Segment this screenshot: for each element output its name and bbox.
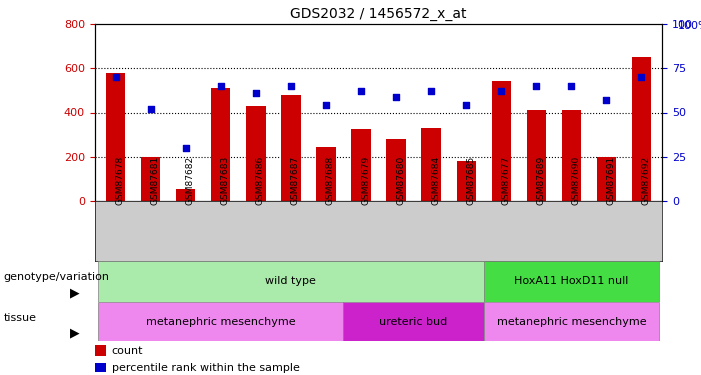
Text: count: count: [111, 346, 143, 356]
Point: [426, 88, 437, 94]
Text: GSM87689: GSM87689: [536, 156, 545, 206]
Point: [215, 83, 226, 89]
Bar: [316, 147, 336, 201]
Point: [355, 88, 367, 94]
Point: [461, 102, 472, 108]
Text: GSM87682: GSM87682: [186, 156, 195, 206]
Text: GSM87678: GSM87678: [116, 156, 125, 206]
Text: GSM87687: GSM87687: [291, 156, 300, 206]
Point: [496, 88, 507, 94]
Point: [110, 74, 121, 80]
Text: genotype/variation: genotype/variation: [4, 273, 109, 282]
Text: GSM87691: GSM87691: [606, 156, 615, 206]
Point: [636, 74, 647, 80]
Text: GSM87688: GSM87688: [326, 156, 335, 206]
Point: [320, 102, 332, 108]
Bar: [98, 261, 484, 302]
Point: [250, 90, 261, 96]
Title: GDS2032 / 1456572_x_at: GDS2032 / 1456572_x_at: [290, 7, 467, 21]
Bar: [386, 139, 406, 201]
Bar: [95, 345, 106, 356]
Bar: [456, 161, 476, 201]
Point: [180, 145, 191, 151]
Bar: [421, 128, 441, 201]
Text: GSM87686: GSM87686: [256, 156, 265, 206]
Bar: [343, 302, 484, 341]
Text: GSM87690: GSM87690: [571, 156, 580, 206]
Point: [601, 97, 612, 103]
Text: GSM87683: GSM87683: [221, 156, 230, 206]
Text: GSM87677: GSM87677: [501, 156, 510, 206]
Text: HoxA11 HoxD11 null: HoxA11 HoxD11 null: [514, 276, 629, 286]
Bar: [176, 189, 196, 201]
Text: ureteric bud: ureteric bud: [379, 316, 448, 327]
Y-axis label: 100%: 100%: [678, 21, 701, 31]
Point: [566, 83, 577, 89]
Bar: [246, 106, 266, 201]
Text: ▶: ▶: [70, 326, 80, 339]
Bar: [597, 157, 616, 201]
Bar: [351, 129, 371, 201]
Text: GSM87685: GSM87685: [466, 156, 475, 206]
Bar: [562, 110, 581, 201]
Bar: [484, 302, 659, 341]
Point: [285, 83, 297, 89]
Text: metanephric mesenchyme: metanephric mesenchyme: [146, 316, 296, 327]
Bar: [95, 363, 106, 372]
Text: ▶: ▶: [70, 286, 80, 299]
Bar: [106, 73, 125, 201]
Text: metanephric mesenchyme: metanephric mesenchyme: [496, 316, 646, 327]
Point: [531, 83, 542, 89]
Text: percentile rank within the sample: percentile rank within the sample: [111, 363, 299, 373]
Text: wild type: wild type: [266, 276, 316, 286]
Bar: [98, 302, 343, 341]
Bar: [211, 88, 231, 201]
Bar: [526, 110, 546, 201]
Bar: [491, 81, 511, 201]
Text: GSM87679: GSM87679: [361, 156, 370, 206]
Text: GSM87681: GSM87681: [151, 156, 160, 206]
Bar: [632, 57, 651, 201]
Point: [145, 106, 156, 112]
Text: GSM87680: GSM87680: [396, 156, 405, 206]
Text: tissue: tissue: [4, 313, 36, 323]
Point: [390, 94, 402, 100]
Text: GSM87692: GSM87692: [641, 156, 651, 206]
Bar: [141, 157, 161, 201]
Bar: [484, 261, 659, 302]
Text: GSM87684: GSM87684: [431, 156, 440, 206]
Bar: [281, 95, 301, 201]
